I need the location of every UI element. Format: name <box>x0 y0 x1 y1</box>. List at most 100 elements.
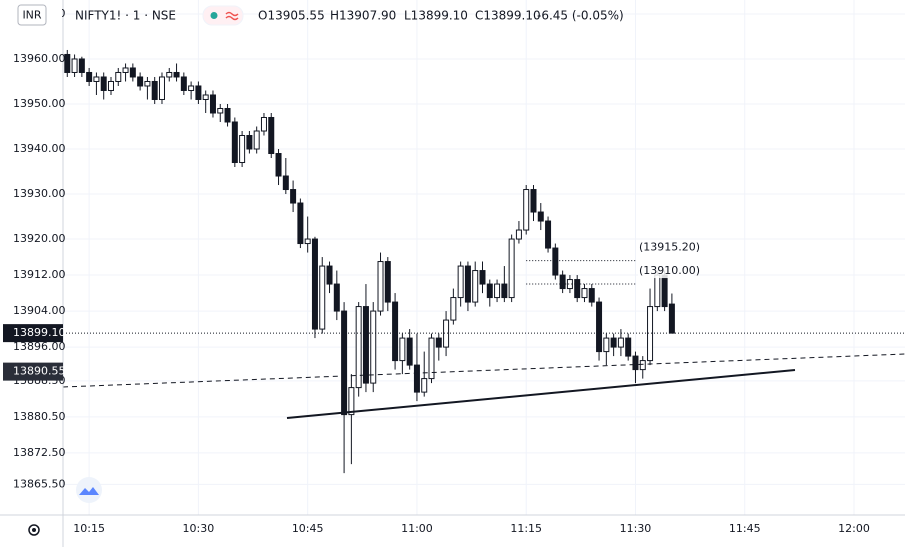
candle-body <box>625 337 632 357</box>
candle-body <box>129 67 136 78</box>
candle-body <box>574 279 581 299</box>
candle-body <box>304 238 311 245</box>
candle-body <box>530 189 537 213</box>
candle-body <box>596 301 603 353</box>
plot <box>64 49 675 474</box>
x-tick-label: 10:30 <box>183 522 215 535</box>
candle-body <box>173 71 180 78</box>
overlay: (13915.20) (13910.00) <box>63 240 905 334</box>
candle-body <box>341 310 348 416</box>
ohlc-low: L13899.10 <box>404 9 468 23</box>
note-bg <box>638 264 694 279</box>
candle-body <box>399 337 406 362</box>
ohlc-high: H13907.90 <box>330 9 396 23</box>
logo[interactable] <box>76 477 102 503</box>
candle-body <box>362 306 369 384</box>
last-price-label: 13899.10 <box>13 326 66 339</box>
candle-body <box>137 76 144 87</box>
currency-box[interactable] <box>17 4 47 26</box>
candle-body <box>443 319 450 348</box>
candle-body <box>93 76 100 82</box>
market-open-dot <box>210 12 218 19</box>
candle-body <box>610 337 617 348</box>
candle-body <box>523 189 530 231</box>
note-label: (13910.00) <box>639 264 700 277</box>
candle-body <box>639 360 646 371</box>
candle-body <box>501 283 508 299</box>
candle-body <box>617 337 624 348</box>
candle-body <box>166 71 173 78</box>
candle-body <box>260 116 267 132</box>
candle-body <box>333 283 340 312</box>
candle-body <box>311 238 318 330</box>
candle-body <box>515 229 522 240</box>
candle-body <box>632 355 639 371</box>
candle-body <box>290 189 297 204</box>
candle-body <box>239 135 246 164</box>
candle-body <box>552 247 559 276</box>
candle-body <box>428 337 435 380</box>
candle-body <box>78 58 85 73</box>
status-pill[interactable] <box>202 5 244 26</box>
y-tick-label: 13940.00 <box>13 142 66 155</box>
candle-body <box>202 94 209 100</box>
candle-body <box>464 265 471 303</box>
candle-body <box>122 67 129 73</box>
candle-body <box>107 80 114 91</box>
candle-body <box>472 270 479 303</box>
candle-body <box>508 238 515 299</box>
candle-body <box>486 283 493 299</box>
delay-icon <box>225 11 239 21</box>
ohlc-open: O13905.55 <box>258 9 325 23</box>
candle-body <box>217 107 224 114</box>
note-bg <box>638 240 694 255</box>
candle-body <box>537 211 544 222</box>
y-tick-label: 13865.50 <box>13 477 66 490</box>
candle-body <box>326 265 333 285</box>
candle-body <box>450 297 457 321</box>
candle-body <box>377 261 384 312</box>
candle-body <box>581 288 588 299</box>
candle-body <box>144 80 151 87</box>
candle-body <box>180 76 187 91</box>
y-tick-label: 13920.00 <box>13 232 66 245</box>
candle-body <box>224 107 231 123</box>
y-tick-label: 13930.00 <box>13 187 66 200</box>
y-tick-label: 13950.00 <box>13 97 66 110</box>
x-tick-label: 11:00 <box>401 522 433 535</box>
candle-body <box>661 274 668 308</box>
x-tick-label: 11:15 <box>510 522 542 535</box>
x-tick-label: 12:00 <box>838 522 870 535</box>
candle-body <box>319 265 326 330</box>
y-tick-label: 13880.50 <box>13 410 66 423</box>
candle-body <box>100 76 107 91</box>
currency: INR <box>22 9 41 22</box>
candle-body <box>268 116 275 155</box>
line-price-tag <box>3 362 63 381</box>
candle-body <box>86 71 93 82</box>
symbol[interactable]: NIFTY1! · 1 · NSE <box>75 9 176 23</box>
candle-body <box>64 53 71 73</box>
grid <box>63 0 905 515</box>
line-price-label: 13890.55 <box>13 365 66 378</box>
candle-body <box>151 80 158 100</box>
candle-body <box>115 71 122 82</box>
candle-body <box>494 283 501 299</box>
x-tick-label: 10:15 <box>73 522 105 535</box>
note-label: (13915.20) <box>639 241 700 254</box>
dashed-trend-line <box>62 353 905 388</box>
candle-body <box>275 153 282 177</box>
last-price-tag <box>3 324 63 343</box>
settings-button[interactable] <box>28 524 40 536</box>
candle-body <box>246 135 253 150</box>
candle-body <box>421 378 428 393</box>
candle-body <box>406 337 413 366</box>
x-tick-label: 11:30 <box>620 522 652 535</box>
candle-body <box>188 85 195 91</box>
candle-body <box>297 202 304 245</box>
candle-body <box>253 130 260 150</box>
candle-body <box>588 288 595 303</box>
candle-body <box>654 274 661 308</box>
